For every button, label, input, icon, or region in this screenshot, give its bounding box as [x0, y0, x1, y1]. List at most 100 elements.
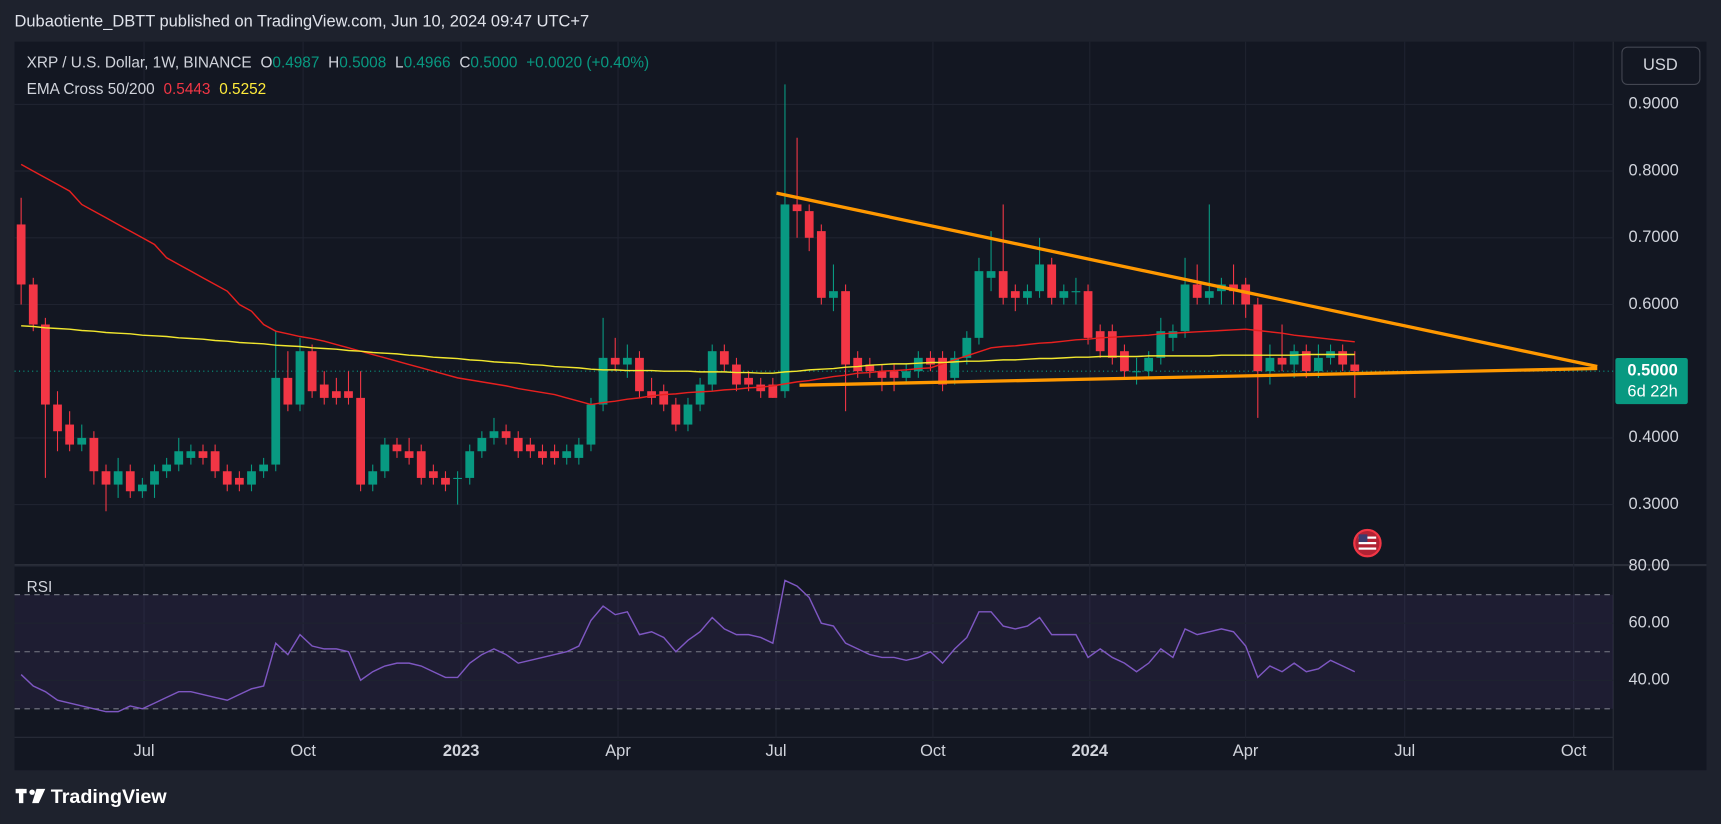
x-tick-label: Apr	[1233, 742, 1259, 760]
candle-body	[89, 437, 99, 472]
tv-logo	[15, 788, 46, 804]
candle-body	[635, 357, 644, 392]
candle-body	[319, 384, 329, 398]
candle-body	[271, 377, 281, 465]
candle-body	[865, 364, 875, 372]
candle-body	[962, 337, 972, 358]
candle-body	[1047, 264, 1057, 298]
candle-body	[137, 484, 147, 492]
candle-body	[77, 437, 87, 445]
candle-body	[247, 471, 256, 485]
candle-body	[719, 351, 729, 365]
candle-body	[1120, 351, 1129, 372]
brand: TradingView	[51, 786, 168, 808]
candle-body	[1314, 357, 1323, 372]
y-tick-label: 0.6000	[1629, 295, 1679, 313]
y-tick-label: 0.9000	[1629, 95, 1679, 113]
candle-body	[453, 477, 462, 480]
candle-body	[1289, 351, 1299, 365]
candle-body	[659, 391, 669, 405]
candle-body	[1301, 351, 1311, 372]
change: +0.0020 (+0.40%)	[526, 55, 649, 72]
ema-line	[20, 163, 1355, 406]
y-tick-label: 0.3000	[1629, 495, 1679, 513]
ema-legend: EMA Cross 50/200 0.5443 0.5252	[27, 81, 267, 98]
candle-body	[804, 211, 814, 238]
x-tick-label: Jul	[766, 742, 787, 760]
rsi-tick-label: 40.00	[1629, 671, 1670, 689]
rsi-line	[20, 579, 1356, 713]
currency-button[interactable]	[1621, 46, 1701, 86]
candle-body	[210, 451, 220, 472]
candle-body	[1168, 331, 1178, 338]
candle-body	[1338, 351, 1348, 365]
symbol: XRP / U.S. Dollar, 1W, BINANCE	[27, 55, 252, 72]
chart-area	[14, 41, 1707, 771]
candle-body	[998, 271, 1008, 298]
candle-body	[901, 371, 911, 378]
candle-body	[647, 391, 656, 398]
candle-body	[404, 451, 414, 458]
candle-body	[113, 471, 123, 485]
candle-body	[28, 284, 38, 325]
candle-body	[198, 451, 208, 458]
candle-body	[1192, 284, 1202, 298]
candle-body	[586, 404, 596, 445]
o-val: 0.4987	[272, 55, 319, 72]
candle-body	[1265, 357, 1275, 372]
candle-body	[489, 431, 499, 438]
candle-body	[913, 357, 923, 372]
candle-body	[768, 384, 778, 398]
candle-body	[950, 357, 960, 378]
ema50-val: 0.5443	[163, 81, 210, 98]
candle-body	[368, 471, 378, 485]
candle-body	[792, 204, 802, 212]
candle-body	[501, 431, 511, 438]
axis: Jul Oct 2023 Apr Jul Oct 2024 Apr Jul Oct 0.9000 0.…	[134, 95, 1688, 760]
trendline	[799, 366, 1598, 387]
plot	[16, 84, 1598, 713]
rsi-tick-label: 60.00	[1629, 614, 1670, 632]
h-val: 0.5008	[339, 55, 386, 72]
y-tick-label: 0.8000	[1629, 161, 1679, 179]
candle-body	[344, 391, 353, 398]
candle-body	[610, 357, 620, 365]
candle-body	[125, 471, 135, 492]
h: H	[328, 55, 339, 72]
rsi-band	[14, 594, 1614, 709]
candle-body	[1107, 331, 1117, 358]
candle-body	[1059, 291, 1069, 298]
x-tick-label: 2024	[1072, 742, 1109, 760]
candle-body	[841, 291, 850, 365]
x-tick-label: Oct	[920, 742, 946, 760]
l: L	[395, 55, 404, 72]
candle-body	[562, 451, 572, 458]
candle-body	[416, 451, 426, 478]
candle-body	[683, 404, 693, 425]
candle-body	[53, 404, 62, 432]
candle-body	[186, 451, 196, 458]
candle-body	[780, 204, 790, 392]
candle-body	[222, 471, 232, 485]
price-badge	[1615, 358, 1688, 405]
price-badge-countdown: 6d 22h	[1627, 382, 1677, 400]
candle-body	[829, 291, 838, 298]
candle-body	[283, 377, 293, 405]
l-val: 0.4966	[404, 55, 451, 72]
candle-body	[707, 351, 717, 385]
candle-body	[1071, 291, 1081, 293]
candle-body	[974, 271, 984, 338]
candle-body	[477, 437, 487, 452]
candle-body	[392, 444, 402, 452]
candle-body	[1095, 331, 1105, 352]
candle-body	[428, 471, 438, 478]
candle-body	[877, 371, 887, 378]
rsi-tick-label: 80.00	[1629, 557, 1670, 575]
ema-name: EMA Cross 50/200	[27, 81, 155, 98]
candle-body	[1023, 291, 1032, 298]
candle-body	[1241, 284, 1251, 305]
candle-body	[622, 357, 632, 365]
rsi-label: RSI	[27, 579, 53, 596]
candle-body	[1180, 284, 1190, 332]
